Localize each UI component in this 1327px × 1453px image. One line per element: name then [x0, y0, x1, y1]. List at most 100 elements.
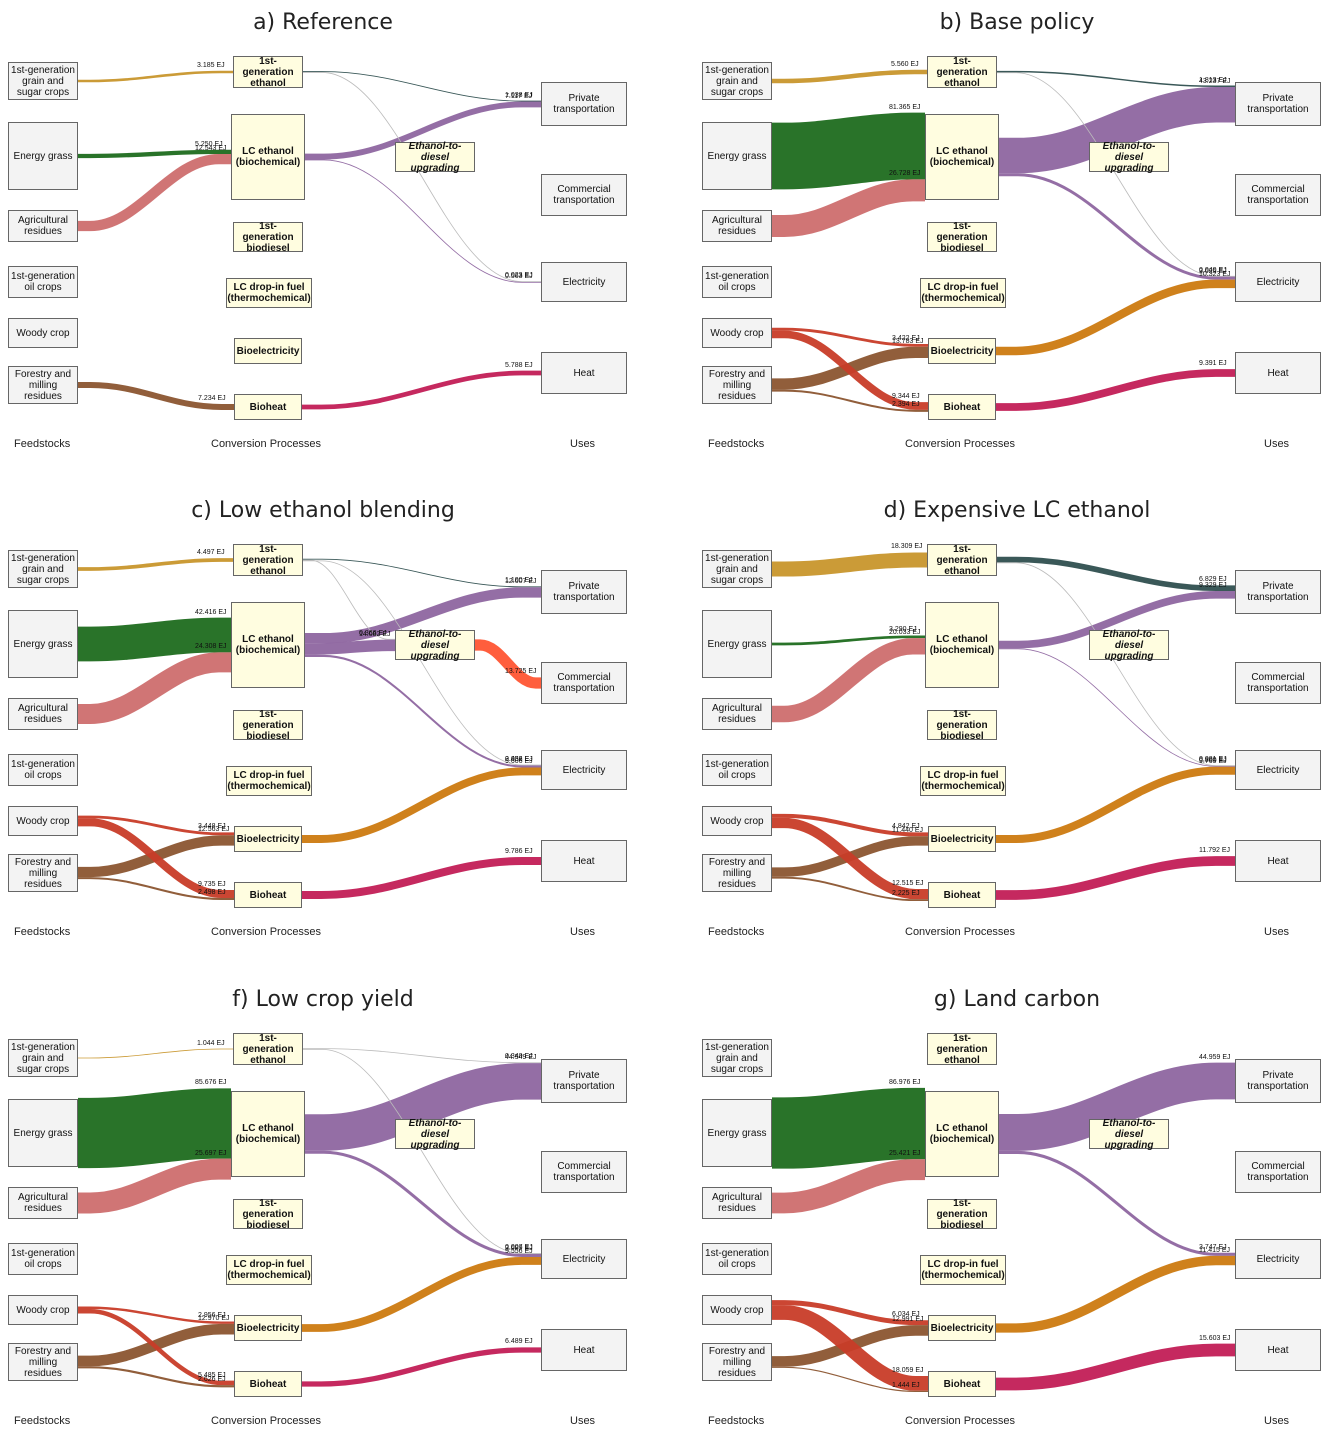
flow-band [305, 654, 541, 768]
flow-band [996, 279, 1235, 356]
node-fs3: Agricultural residues [702, 210, 772, 242]
sankey-panel: b) Base policy 5.560 EJ 81.365 EJ 26.728 EJ… [702, 6, 1327, 476]
node-fs3: Agricultural residues [8, 1187, 78, 1219]
node-fs2: Energy grass [8, 122, 78, 190]
node-cp3: 1st-generation biodiesel [233, 221, 303, 254]
node-cp1: 1st-generation ethanol [927, 1033, 997, 1066]
panel-title: d) Expensive LC ethanol [883, 498, 1151, 523]
column-label-uses: Uses [570, 926, 596, 938]
sankey-panel: a) Reference 3.185 EJ 5.250 EJ 12.543 EJ 7.2… [8, 6, 638, 476]
sankey-flows [772, 69, 1235, 412]
flow-band [772, 1087, 925, 1169]
flow-label: 6.829 EJ [1199, 576, 1227, 584]
node-cp3: 1st-generation biodiesel [233, 1198, 303, 1231]
node-cp6: Bioheat [234, 1371, 302, 1397]
flow-band [305, 159, 541, 283]
node-cp1: 1st-generation ethanol [233, 1033, 303, 1066]
node-cp3: 1st-generation biodiesel [927, 221, 997, 254]
node-fs1: 1st-generation grain and sugar crops [702, 1039, 772, 1077]
node-u1: Private transportation [541, 82, 627, 126]
flow-label: 81.365 EJ [889, 103, 921, 111]
sankey-panel: f) Low crop yield 1.044 EJ 85.676 EJ 25.697… [8, 983, 638, 1453]
flow-band [78, 1366, 234, 1388]
sankey-flows [772, 1062, 1235, 1392]
node-cp5: Bioelectricity [928, 826, 996, 852]
flow-band [475, 639, 541, 689]
node-fs1: 1st-generation grain and sugar crops [702, 62, 772, 100]
flow-label: 2.456 EJ [505, 756, 533, 764]
node-fs4: 1st-generation oil crops [702, 754, 772, 786]
node-fs6: Forestry and milling residues [702, 854, 772, 892]
node-u1: Private transportation [541, 1059, 627, 1103]
node-cp7: Ethanol-to-diesel upgrading [395, 629, 475, 662]
column-label-uses: Uses [570, 438, 596, 450]
node-fs1: 1st-generation grain and sugar crops [702, 550, 772, 588]
node-cp4: LC drop-in fuel (thermochemical) [226, 1255, 312, 1285]
node-fs6: Forestry and milling residues [702, 366, 772, 404]
flow-band [772, 389, 928, 412]
flow-band [78, 1048, 233, 1059]
flow-label: 5.788 EJ [505, 361, 533, 369]
flow-label: 85.676 EJ [195, 1079, 227, 1087]
flow-band [996, 766, 1235, 844]
flow-band [78, 815, 234, 836]
flow-label: 12.607 EJ [505, 578, 537, 586]
flow-label: 4.497 EJ [197, 549, 225, 557]
flow-label: 1.444 EJ [892, 1381, 920, 1389]
flow-label: 1.038 EJ [505, 91, 533, 99]
flow-label: 1.044 EJ [197, 1039, 225, 1047]
node-u4: Heat [541, 1329, 627, 1371]
column-label-feed: Feedstocks [708, 926, 765, 938]
flow-band [303, 1049, 541, 1254]
flow-label: 26.728 EJ [889, 170, 921, 178]
node-fs4: 1st-generation oil crops [702, 266, 772, 298]
flow-band [78, 1308, 234, 1386]
column-label-feed: Feedstocks [14, 1415, 71, 1427]
flow-label: 15.603 EJ [1199, 1334, 1231, 1342]
node-fs2: Energy grass [8, 1099, 78, 1167]
node-u3: Electricity [541, 1239, 627, 1279]
flow-label: 14.082 EJ [359, 630, 391, 638]
flow-band [303, 72, 541, 282]
flow-label: 12.991 EJ [892, 1316, 924, 1324]
node-cp4: LC drop-in fuel (thermochemical) [226, 278, 312, 308]
flow-band [303, 560, 541, 766]
flow-band [772, 1159, 925, 1214]
node-u4: Heat [1235, 352, 1321, 394]
column-label-conv: Conversion Processes [211, 438, 322, 450]
flow-label: 86.976 EJ [889, 1078, 921, 1086]
node-u1: Private transportation [1235, 82, 1321, 126]
flow-band [78, 877, 234, 901]
node-cp4: LC drop-in fuel (thermochemical) [920, 278, 1006, 308]
sankey-flows [772, 552, 1235, 902]
node-cp5: Bioelectricity [234, 1315, 302, 1341]
flow-label: 0.023 EJ [505, 272, 533, 280]
sankey-flows [78, 70, 541, 410]
flow-label: 25.697 EJ [195, 1149, 227, 1157]
flow-label: 3.689 EJ [505, 1244, 533, 1252]
flow-label: 18.309 EJ [891, 543, 923, 551]
flow-label: 1.813 EJ [1199, 76, 1227, 84]
node-fs3: Agricultural residues [702, 1187, 772, 1219]
node-cp1: 1st-generation ethanol [927, 544, 997, 577]
sankey-flows [78, 1048, 541, 1388]
node-u3: Electricity [1235, 1239, 1321, 1279]
flow-label: 24.308 EJ [195, 643, 227, 651]
flow-band [772, 817, 928, 900]
column-label-uses: Uses [1264, 926, 1290, 938]
flow-band [772, 1305, 928, 1391]
flow-band [772, 635, 925, 646]
node-cp2: LC ethanol (biochemical) [231, 114, 305, 200]
flow-band [78, 1158, 231, 1214]
panel-title: a) Reference [253, 10, 393, 35]
node-fs6: Forestry and milling residues [8, 854, 78, 892]
node-u4: Heat [541, 840, 627, 882]
node-u3: Electricity [1235, 750, 1321, 790]
node-cp2: LC ethanol (biochemical) [925, 1091, 999, 1177]
flow-label: 6.489 EJ [505, 1338, 533, 1346]
flow-band [996, 856, 1235, 900]
node-fs5: Woody crop [8, 318, 78, 348]
flow-label: 9.556 EJ [505, 1247, 533, 1255]
flow-band [303, 71, 541, 102]
node-fs4: 1st-generation oil crops [8, 266, 78, 298]
